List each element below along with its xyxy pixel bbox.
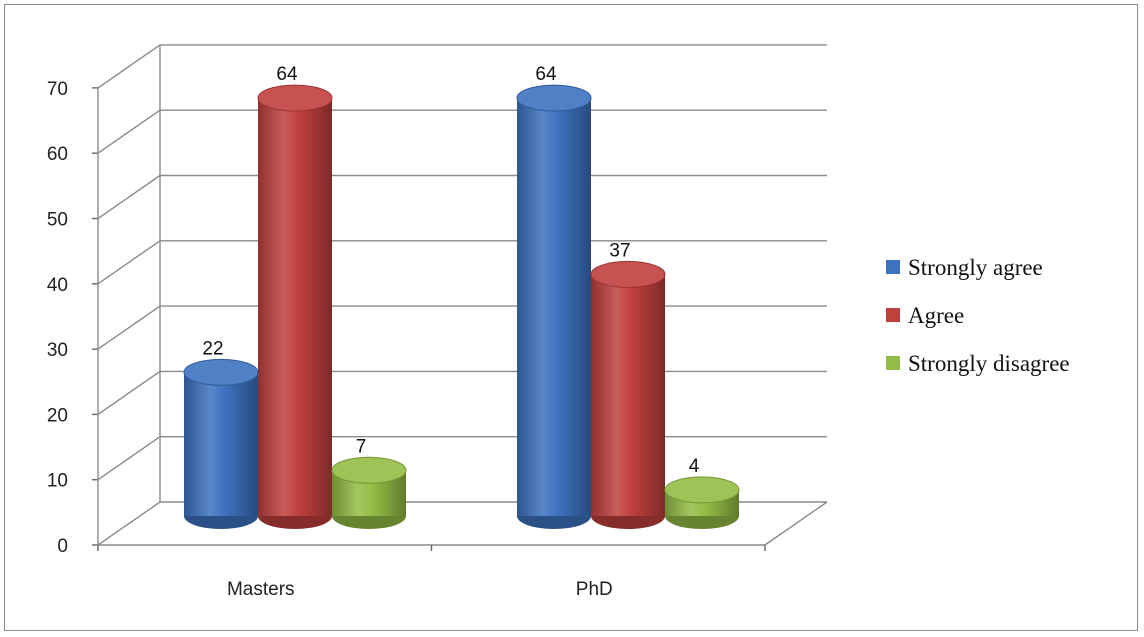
wall-gridline [97, 174, 161, 220]
y-tick-label: 60 [47, 144, 68, 165]
legend-label: Strongly agree [908, 255, 1043, 280]
y-tick-label: 40 [47, 275, 68, 296]
y-tick-label: 50 [47, 210, 68, 231]
bar-strongly-agree-phd [516, 84, 592, 529]
bars-group: 22 64 7 64 37 4 [183, 64, 740, 529]
bar-top [331, 456, 407, 484]
bar-agree-masters [257, 84, 333, 529]
bar-strongly-disagree-phd [664, 476, 740, 529]
x-tick-label: PhD [576, 579, 613, 600]
bar-body [517, 98, 591, 516]
data-label: 64 [535, 64, 557, 85]
y-tick-label: 30 [47, 340, 68, 361]
bar-strongly-agree-masters [183, 358, 259, 529]
wall-gridline [97, 44, 161, 89]
y-tick-label: 20 [47, 405, 68, 426]
legend-swatch [886, 308, 900, 322]
y-tick-label: 0 [57, 536, 68, 557]
legend-label: Agree [908, 303, 964, 328]
x-tick-label: Masters [227, 579, 295, 600]
data-label: 4 [689, 456, 700, 477]
legend-swatch [886, 260, 900, 274]
wall-gridline [97, 370, 161, 415]
wall-gridline [97, 436, 161, 481]
bar-body [258, 98, 332, 516]
bar-top [516, 84, 592, 112]
bar-body [184, 372, 258, 516]
bar-agree-phd [590, 260, 666, 529]
legend-swatch [886, 356, 900, 370]
bar-top [257, 84, 333, 112]
data-label: 7 [356, 436, 367, 457]
y-tick-label: 10 [47, 471, 68, 492]
floor-right-edge [764, 501, 828, 546]
wall-gridline [97, 501, 161, 546]
wall-gridline [97, 109, 161, 154]
data-label: 22 [202, 338, 223, 359]
wall-gridline [97, 240, 161, 285]
bar-body [591, 274, 665, 516]
bar-top [183, 358, 259, 386]
data-label: 37 [609, 240, 630, 261]
legend: Strongly agree Agree Strongly disagree [886, 255, 1070, 376]
legend-label: Strongly disagree [908, 351, 1070, 376]
bar-top [590, 260, 666, 288]
y-tick-label: 70 [47, 79, 68, 100]
bar-top [664, 476, 740, 504]
data-label: 64 [276, 64, 298, 85]
wall-gridline [97, 305, 161, 350]
bar-strongly-disagree-masters [331, 456, 407, 529]
